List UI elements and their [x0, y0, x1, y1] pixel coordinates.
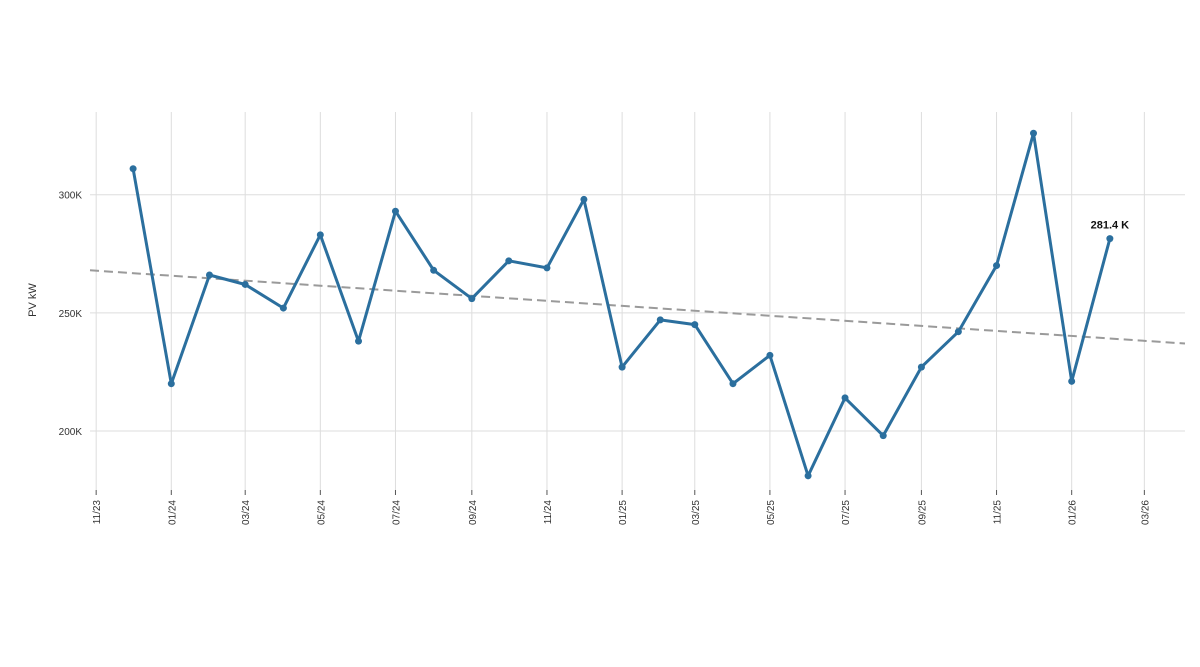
x-tick-label: 11/24 — [543, 500, 554, 525]
data-point — [954, 328, 962, 336]
x-tick-label: 11/25 — [993, 500, 1004, 525]
data-point — [656, 316, 664, 324]
series-group — [129, 129, 1114, 480]
data-point — [468, 295, 476, 303]
data-point — [316, 231, 324, 239]
data-point — [241, 280, 249, 288]
data-point — [1029, 129, 1037, 137]
axes: 11/23 01/24 03/24 05/24 07/24 09/24 11/24 01/25… — [59, 191, 1152, 525]
x-tick-label: 03/26 — [1140, 500, 1151, 525]
data-point — [355, 337, 363, 345]
y-axis-label: PV kW — [27, 283, 39, 317]
grid — [90, 112, 1185, 490]
data-point — [279, 304, 287, 312]
x-tick-label: 09/25 — [917, 500, 928, 525]
value-annotation: 281.4 K — [1091, 220, 1130, 232]
data-point — [691, 321, 699, 329]
data-point — [505, 257, 513, 265]
data-point — [993, 262, 1001, 270]
x-tick-label: 01/25 — [618, 500, 629, 525]
data-point — [391, 207, 399, 215]
x-tick-label: 07/25 — [841, 500, 852, 525]
data-point — [804, 472, 812, 480]
data-point — [167, 380, 175, 388]
y-tick-label: 250K — [59, 309, 83, 320]
data-point — [618, 363, 626, 371]
x-tick-label: 07/24 — [391, 500, 402, 525]
x-tick-label: 05/24 — [316, 500, 327, 525]
data-point — [1068, 377, 1076, 385]
x-tick-label: 11/23 — [92, 500, 103, 525]
data-point — [841, 394, 849, 402]
x-tick-label: 03/24 — [241, 500, 252, 525]
data-point — [580, 195, 588, 203]
annotations-group: 281.4 K — [1091, 220, 1130, 232]
data-point — [430, 266, 438, 274]
y-tick-label: 200K — [59, 427, 83, 438]
data-point — [879, 432, 887, 440]
x-tick-label: 03/25 — [691, 500, 702, 525]
data-point — [729, 380, 737, 388]
x-tick-label: 01/26 — [1068, 500, 1079, 525]
x-tick-label: 01/24 — [167, 500, 178, 525]
data-point — [1106, 235, 1114, 243]
data-point — [766, 351, 774, 359]
y-tick-label: 300K — [59, 191, 83, 202]
data-point — [129, 165, 137, 173]
data-point — [917, 363, 925, 371]
data-point — [543, 264, 551, 272]
x-tick-label: 05/25 — [766, 500, 777, 525]
data-point — [205, 271, 213, 279]
trend-line — [89, 269, 1186, 345]
trendline-group — [89, 269, 1186, 345]
x-tick-label: 09/24 — [468, 500, 479, 525]
